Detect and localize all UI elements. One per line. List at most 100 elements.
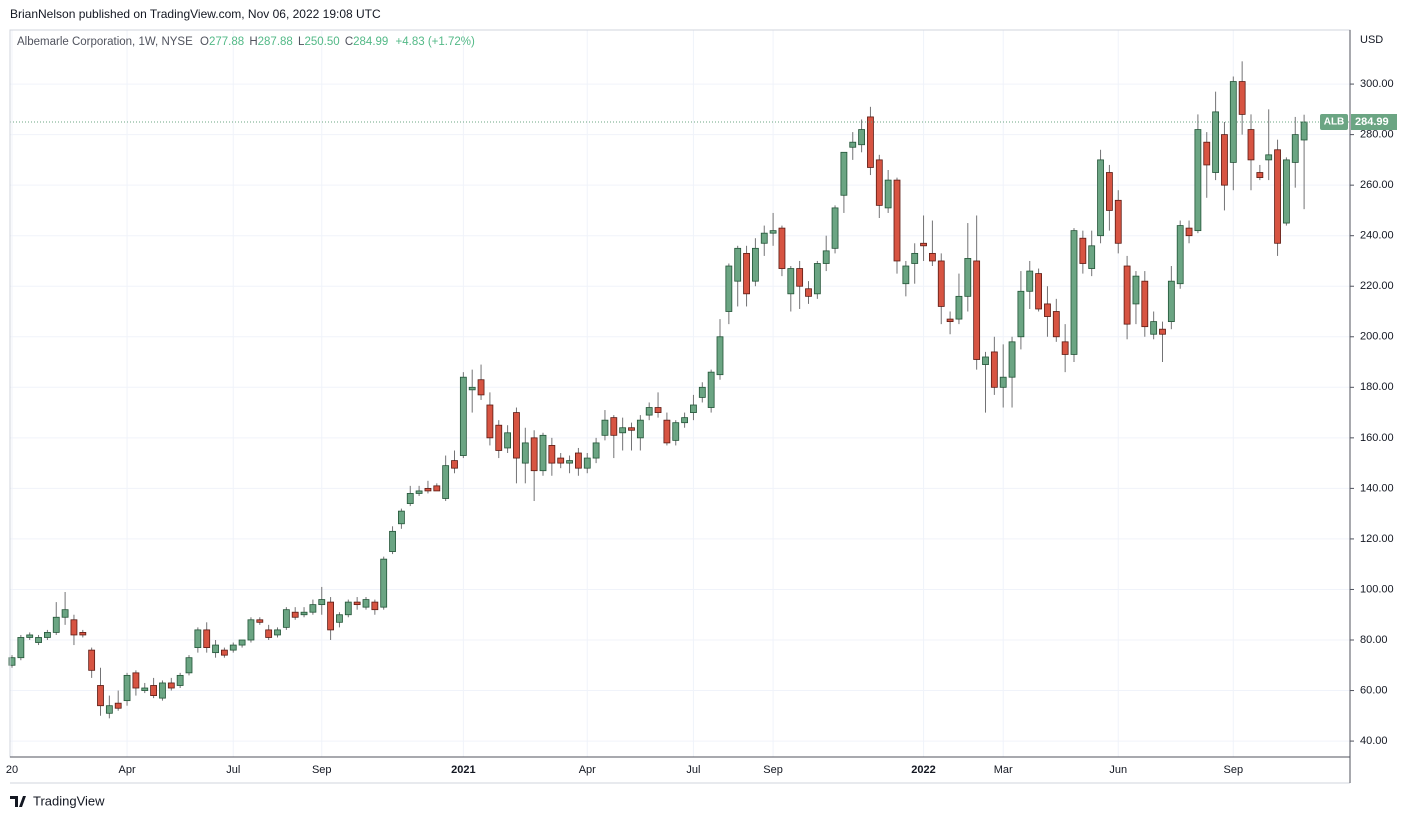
candle-body — [822, 250, 830, 264]
x-tick-label: 2021 — [451, 764, 475, 776]
candle-body — [442, 465, 450, 499]
candle-body — [1070, 230, 1078, 355]
candle-body — [8, 657, 16, 666]
candle-body — [203, 629, 211, 648]
candle-body — [1088, 245, 1096, 269]
candle-body — [1212, 111, 1219, 173]
candle-body — [1274, 149, 1281, 244]
candle-body — [1150, 321, 1158, 335]
x-tick-label: Sep — [1224, 764, 1244, 776]
candle-body — [964, 258, 972, 297]
legend-value: 277.88 — [209, 36, 244, 48]
y-tick-label: 40.00 — [1360, 735, 1388, 747]
candle-body — [1238, 81, 1246, 115]
candle-body — [1026, 270, 1034, 292]
candle-body — [716, 336, 724, 376]
candle-body — [1247, 129, 1255, 161]
candle-body — [406, 493, 414, 504]
candle-body — [451, 460, 458, 469]
candle-body — [1167, 280, 1175, 323]
candle-body — [513, 412, 520, 459]
x-tick-label: 2022 — [911, 764, 935, 776]
candle-body — [521, 442, 529, 464]
y-tick-label: 160.00 — [1360, 432, 1394, 444]
candle-body — [1176, 225, 1184, 285]
candle-body — [362, 599, 370, 608]
candle-body — [601, 419, 609, 436]
grid — [10, 30, 1350, 757]
candle-body — [256, 619, 264, 623]
y-tick-label: 260.00 — [1360, 179, 1394, 191]
candle-body — [1106, 172, 1113, 211]
price-tag-label: 284.99 — [1355, 116, 1389, 128]
y-tick-label: 80.00 — [1360, 634, 1388, 646]
candle-body — [1132, 275, 1140, 305]
candle-body — [97, 685, 104, 707]
candle-body — [433, 485, 441, 492]
candle-body — [150, 685, 158, 696]
candle-body — [459, 376, 467, 456]
candle-body — [229, 644, 237, 651]
candle-body — [787, 268, 795, 295]
candle-body — [884, 179, 892, 209]
candle-body — [380, 558, 388, 608]
candle-body — [672, 422, 680, 441]
candle-body — [849, 141, 857, 148]
candle-body — [548, 445, 556, 464]
candle-body — [17, 637, 25, 659]
candle-body — [743, 252, 750, 295]
legend-change: +4.83 (+1.72%) — [396, 36, 475, 48]
legend-value: 287.88 — [258, 36, 293, 48]
candle-body — [760, 232, 768, 244]
candle-body — [1300, 121, 1308, 141]
candle-body — [1265, 154, 1273, 161]
candle-body — [468, 386, 476, 391]
candle-body — [291, 611, 299, 618]
candle-body — [114, 702, 122, 709]
candle-body — [1221, 134, 1228, 186]
candle-body — [982, 356, 989, 365]
candle-body — [88, 649, 96, 671]
candle-body — [911, 252, 919, 264]
y-tick-label: 120.00 — [1360, 533, 1394, 545]
candle-body — [628, 427, 635, 431]
candle-body — [1283, 159, 1290, 224]
candle-body — [344, 601, 352, 616]
candle-body — [123, 674, 131, 702]
candle-body — [778, 227, 786, 269]
candle-body — [79, 632, 87, 636]
candle-body — [1203, 141, 1211, 166]
candle-body — [1097, 159, 1104, 237]
candle-body — [282, 609, 290, 628]
candle-body — [353, 601, 361, 606]
y-tick-label: 200.00 — [1360, 331, 1394, 343]
candle-body — [309, 604, 317, 613]
candle-body — [194, 629, 202, 648]
legend-label: L — [298, 36, 305, 48]
candle-body — [539, 434, 547, 472]
candle-body — [105, 705, 113, 714]
candle-body — [52, 616, 60, 633]
x-tick-label: Sep — [312, 764, 332, 776]
candle-body — [35, 637, 42, 643]
candle-body — [1052, 311, 1060, 338]
candle-body — [70, 619, 78, 636]
publish-note: BrianNelson published on TradingView.com… — [10, 7, 381, 21]
candle-body — [247, 619, 255, 641]
candle-body — [504, 432, 512, 449]
candle-body — [1079, 237, 1087, 264]
candle-body — [26, 634, 34, 638]
x-tick-label: Apr — [118, 764, 135, 776]
candle-body — [1291, 134, 1299, 163]
y-tick-label: 300.00 — [1360, 78, 1394, 90]
candle-body — [937, 260, 945, 307]
candle-body — [752, 247, 759, 282]
legend-value: 284.99 — [353, 36, 388, 48]
candle-body — [840, 151, 848, 196]
candle-body — [796, 268, 804, 287]
candle-body — [583, 457, 591, 469]
y-tick-label: 280.00 — [1360, 129, 1394, 141]
candle-body — [769, 230, 777, 234]
candle-body — [1194, 129, 1202, 232]
